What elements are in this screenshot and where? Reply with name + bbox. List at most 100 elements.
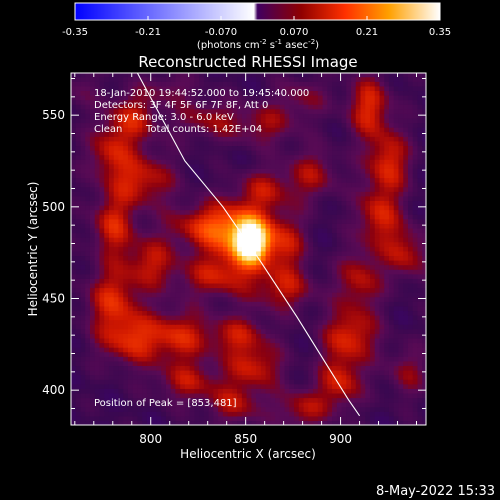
heatmap-cell [170, 420, 177, 425]
heatmap-cell [189, 292, 195, 298]
heatmap-cell [108, 269, 115, 275]
heatmap-cell [241, 365, 248, 371]
heatmap-cell [241, 246, 248, 252]
heatmap-cell [346, 232, 352, 238]
heatmap-cell [355, 214, 362, 220]
heatmap-cell [388, 420, 395, 425]
heatmap-cell [270, 136, 276, 142]
heatmap-cell [379, 131, 385, 137]
heatmap-cell [99, 360, 105, 367]
heatmap-cell [108, 209, 115, 215]
heatmap-cell [422, 195, 426, 202]
heatmap-cell [127, 397, 134, 403]
heatmap-cell [180, 246, 186, 252]
heatmap-cell [298, 260, 305, 266]
heatmap-cell [284, 351, 290, 357]
heatmap-cell [393, 388, 400, 394]
heatmap-cell [118, 150, 124, 156]
heatmap-cell [199, 250, 205, 257]
heatmap-cell [142, 232, 148, 238]
heatmap-cell [161, 214, 167, 220]
heatmap-cell [336, 182, 343, 188]
heatmap-cell [227, 347, 233, 353]
heatmap-cell [99, 255, 105, 261]
heatmap-cell [284, 360, 290, 367]
heatmap-cell [332, 255, 338, 261]
heatmap-cell [118, 195, 124, 202]
heatmap-cell [308, 315, 314, 321]
heatmap-cell [298, 411, 305, 417]
heatmap-cell [218, 191, 224, 197]
heatmap-cell [294, 333, 300, 339]
heatmap-cell [384, 232, 390, 238]
heatmap-cell [398, 237, 404, 243]
heatmap-cell [151, 264, 158, 270]
heatmap-cell [161, 347, 167, 353]
heatmap-cell [175, 388, 181, 394]
heatmap-cell [294, 200, 300, 206]
heatmap-cell [327, 195, 333, 202]
heatmap-cell [156, 145, 162, 151]
heatmap-cell [260, 397, 267, 403]
heatmap-cell [241, 172, 248, 179]
heatmap-cell [374, 241, 381, 247]
heatmap-cell [213, 319, 219, 325]
heatmap-cell [365, 264, 371, 270]
heatmap-cell [317, 255, 324, 261]
heatmap-cell [142, 191, 148, 197]
heatmap-cell [241, 195, 248, 202]
heatmap-cell [265, 200, 271, 206]
heatmap-cell [170, 168, 177, 174]
heatmap-cell [85, 406, 91, 412]
heatmap-cell [89, 365, 96, 371]
heatmap-cell [284, 168, 290, 174]
heatmap-cell [322, 186, 328, 192]
heatmap-cell [127, 379, 134, 385]
heatmap-cell [85, 218, 91, 224]
heatmap-cell [199, 374, 205, 380]
heatmap-cell [384, 186, 390, 192]
heatmap-cell [89, 305, 96, 312]
heatmap-cell [393, 287, 400, 293]
heatmap-cell [256, 218, 262, 224]
heatmap-cell [303, 287, 309, 293]
heatmap-cell [317, 237, 324, 243]
heatmap-cell [298, 282, 305, 289]
heatmap-cell [351, 200, 357, 206]
heatmap-cell [284, 241, 290, 247]
heatmap-cell [146, 328, 153, 334]
heatmap-cell [322, 209, 328, 215]
heatmap-cell [142, 379, 148, 385]
heatmap-cell [336, 360, 343, 367]
heatmap-cell [341, 374, 347, 380]
heatmap-cell [170, 260, 177, 266]
heatmap-cell [180, 273, 186, 279]
heatmap-cell [341, 136, 347, 142]
heatmap-cell [251, 365, 257, 371]
heatmap-cell [384, 292, 390, 298]
heatmap-cell [241, 282, 248, 289]
heatmap-cell [123, 209, 129, 215]
heatmap-cell [370, 406, 376, 412]
heatmap-cell [180, 159, 186, 165]
heatmap-cell [251, 415, 257, 422]
heatmap-cell [407, 383, 414, 389]
heatmap-cell [422, 237, 426, 243]
heatmap-cell [374, 374, 381, 380]
heatmap-cell [118, 379, 124, 385]
heatmap-cell [151, 168, 158, 174]
heatmap-cell [241, 145, 248, 151]
heatmap-cell [355, 305, 362, 312]
heatmap-cell [146, 186, 153, 192]
heatmap-cell [265, 246, 271, 252]
heatmap-cell [246, 301, 252, 307]
heatmap-cell [203, 218, 210, 224]
heatmap-cell [303, 370, 309, 376]
heatmap-cell [341, 145, 347, 151]
heatmap-cell [94, 315, 101, 321]
heatmap-cell [165, 301, 172, 307]
heatmap-cell [232, 278, 238, 284]
heatmap-cell [341, 154, 347, 160]
heatmap-cell [412, 392, 419, 399]
heatmap-cell [137, 388, 143, 394]
